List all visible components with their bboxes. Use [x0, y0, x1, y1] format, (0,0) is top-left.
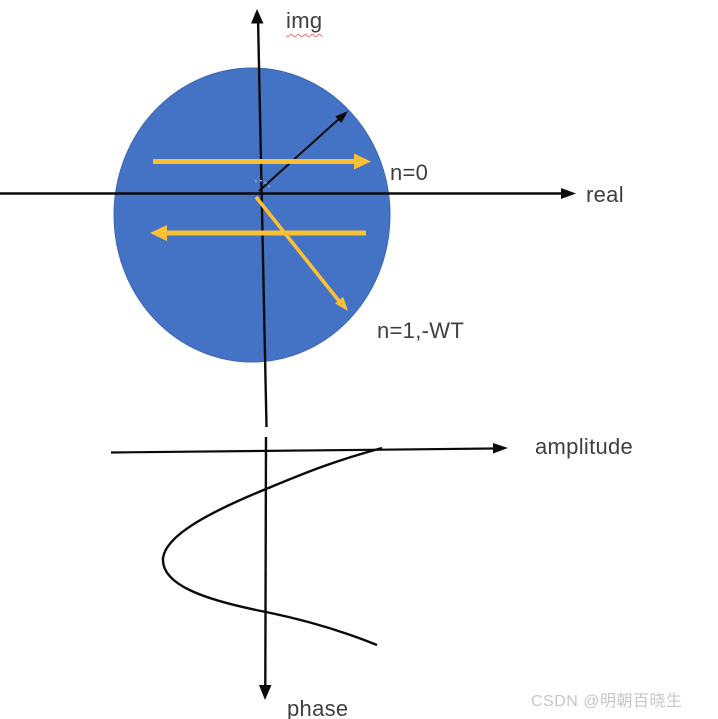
csdn-watermark: CSDN @明朝百晓生 — [531, 693, 683, 710]
unit-circle — [113, 67, 391, 363]
amplitude-axis-label: amplitude — [535, 434, 634, 459]
n1-vector-line — [254, 195, 341, 303]
n0-vector-line — [258, 117, 341, 192]
n0-label: n=0 — [390, 160, 429, 185]
amplitude-axis-line — [110, 447, 495, 454]
img-axis-arrowhead — [251, 9, 264, 24]
n1-vector-arrowhead — [335, 296, 348, 311]
angle-arc — [254, 179, 271, 190]
n1-rotation-arrowhead — [150, 225, 167, 241]
real-axis-arrowhead — [561, 188, 576, 199]
img-axis-line — [256, 17, 268, 428]
amplitude-axis-arrowhead — [493, 443, 508, 454]
phase-axis-label: phase — [287, 696, 349, 719]
amplitude-phase-curve — [161, 446, 383, 647]
n0-vector-arrowhead — [335, 111, 348, 123]
phase-axis-arrowhead — [259, 685, 272, 700]
real-axis-label: real — [586, 182, 624, 207]
phase-axis-line — [264, 436, 268, 687]
img-axis-label: img — [286, 8, 323, 33]
n0-rotation-arrowhead — [354, 153, 371, 170]
n1-label: n=1,-WT — [377, 318, 465, 343]
